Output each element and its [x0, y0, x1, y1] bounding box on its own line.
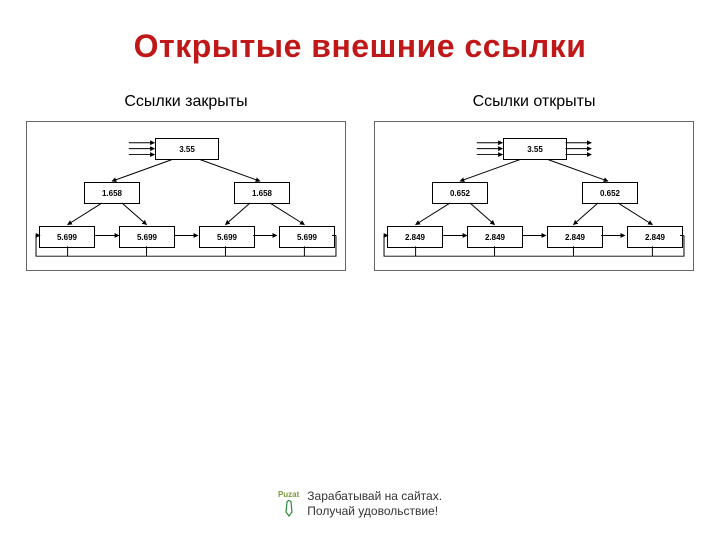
node-top: 3.55: [503, 138, 567, 160]
node-b3: 5.699: [279, 226, 335, 248]
panel-open-title: Ссылки открыты: [374, 93, 694, 111]
footer-line-1: Зарабатывай на сайтах.: [307, 489, 442, 505]
panel-open: Ссылки открыты 3.55 0.652 0.652 2.849 2.…: [374, 93, 694, 271]
node-b1: 2.849: [467, 226, 523, 248]
panel-closed: Ссылки закрыты 3.55 1.658 1.658 5.699 5.…: [26, 93, 346, 271]
logo: Puzat: [278, 490, 299, 518]
logo-text: Puzat: [278, 490, 299, 499]
page-title: Открытые внешние ссылки: [0, 28, 720, 65]
node-b2: 5.699: [199, 226, 255, 248]
node-mid-r: 1.658: [234, 182, 290, 204]
footer-text: Зарабатывай на сайтах. Получай удовольст…: [307, 489, 442, 520]
panels-row: Ссылки закрыты 3.55 1.658 1.658 5.699 5.…: [0, 93, 720, 271]
panel-open-frame: 3.55 0.652 0.652 2.849 2.849 2.849 2.849: [374, 121, 694, 271]
node-b2: 2.849: [547, 226, 603, 248]
node-top: 3.55: [155, 138, 219, 160]
panel-closed-title: Ссылки закрыты: [26, 93, 346, 111]
node-b3: 2.849: [627, 226, 683, 248]
node-mid-r: 0.652: [582, 182, 638, 204]
node-mid-l: 1.658: [84, 182, 140, 204]
tie-icon: [283, 500, 295, 518]
node-mid-l: 0.652: [432, 182, 488, 204]
panel-closed-frame: 3.55 1.658 1.658 5.699 5.699 5.699 5.699: [26, 121, 346, 271]
footer-line-2: Получай удовольствие!: [307, 504, 442, 520]
node-b0: 2.849: [387, 226, 443, 248]
footer: Puzat Зарабатывай на сайтах. Получай удо…: [0, 489, 720, 520]
node-b0: 5.699: [39, 226, 95, 248]
node-b1: 5.699: [119, 226, 175, 248]
